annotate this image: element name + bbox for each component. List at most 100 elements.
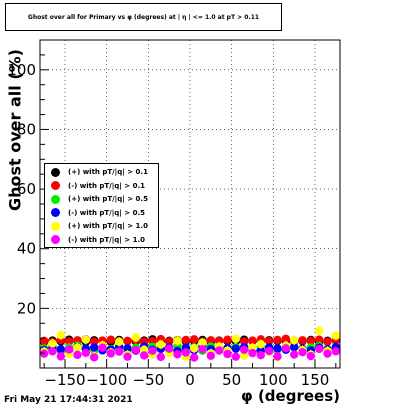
- legend-marker-icon: [51, 181, 60, 190]
- legend-marker-icon: [51, 208, 60, 217]
- data-point: [56, 345, 66, 354]
- data-point: [131, 345, 141, 355]
- legend-label: (-) with pT/|q| > 1.0: [68, 235, 145, 244]
- data-point: [273, 344, 282, 353]
- data-point: [323, 337, 332, 346]
- x-axis-label: φ (degrees): [241, 387, 340, 405]
- data-point: [198, 338, 207, 347]
- data-point: [73, 350, 82, 360]
- data-point: [89, 343, 99, 352]
- data-point: [164, 344, 174, 353]
- data-point: [139, 351, 149, 360]
- legend-marker-icon: [51, 194, 60, 204]
- data-point: [231, 344, 241, 353]
- data-point: [64, 337, 74, 346]
- data-point: [206, 336, 216, 345]
- data-markers: [39, 325, 341, 363]
- data-point: [314, 335, 324, 344]
- data-point: [289, 336, 299, 345]
- data-point: [256, 339, 266, 349]
- chart-title: Ghost over all for Primary vs φ (degrees…: [27, 13, 260, 21]
- y-tick-label: 80: [17, 120, 36, 138]
- data-point: [131, 333, 141, 342]
- legend-entry: (+) with pT/|q| > 1.0: [45, 220, 158, 232]
- axes: −150 −100 −50 0 50 100 150 20 40 60 80 100: [7, 54, 337, 389]
- x-tick-label: 50: [222, 371, 241, 389]
- x-tick-label: 100: [259, 371, 288, 389]
- x-tick-label: −150: [44, 371, 85, 389]
- data-point: [148, 346, 157, 355]
- data-point: [48, 339, 57, 348]
- chart-title-box: Ghost over all for Primary vs φ (degrees…: [5, 3, 282, 31]
- data-point: [156, 340, 166, 349]
- datestamp: Fri May 21 17:44:31 2021: [4, 395, 133, 405]
- data-point: [281, 344, 291, 353]
- legend-label: (-) with pT/|q| > 0.5: [68, 208, 145, 217]
- data-point: [81, 335, 91, 344]
- y-tick-label: 20: [17, 299, 36, 317]
- y-tick-label: 100: [7, 61, 36, 79]
- data-point: [214, 346, 224, 355]
- data-point: [39, 336, 49, 346]
- legend-marker-icon: [51, 221, 60, 231]
- data-point: [306, 336, 316, 346]
- data-point: [164, 337, 174, 346]
- legend-entry: (+) with pT/|q| > 0.5: [45, 193, 158, 205]
- y-axis-label-container: Ghost over all (%): [2, 49, 28, 211]
- y-axis-label: Ghost over all (%): [5, 49, 25, 211]
- data-point: [181, 335, 191, 345]
- legend-label: (+) with pT/|q| > 0.5: [68, 195, 148, 203]
- data-point: [123, 352, 132, 361]
- legend-entry: (+) with pT/|q| > 0.1: [45, 166, 158, 178]
- y-tick-label: 60: [17, 180, 36, 198]
- data-point: [331, 347, 341, 356]
- data-point: [89, 353, 99, 362]
- data-point: [189, 344, 199, 353]
- data-point: [231, 352, 241, 361]
- data-point: [314, 344, 324, 354]
- data-point: [256, 350, 266, 360]
- legend-marker-icon: [51, 235, 60, 244]
- data-point: [123, 336, 132, 346]
- data-point: [331, 331, 341, 340]
- legend-entry: (-) with pT/|q| > 0.5: [45, 207, 158, 219]
- data-point: [273, 335, 282, 345]
- data-point: [73, 343, 82, 352]
- data-point: [223, 349, 232, 359]
- data-point: [189, 335, 199, 344]
- data-point: [106, 349, 116, 358]
- data-point: [56, 331, 66, 340]
- legend-marker-icon: [51, 167, 60, 177]
- data-point: [106, 335, 116, 344]
- data-point: [248, 348, 257, 358]
- data-point: [264, 346, 274, 356]
- data-point: [181, 348, 191, 357]
- data-point: [114, 337, 124, 346]
- data-point: [223, 335, 232, 344]
- data-point: [98, 343, 107, 352]
- data-point: [114, 347, 124, 356]
- data-point: [248, 336, 257, 345]
- legend-label: (-) with pT/|q| > 0.1: [68, 181, 145, 190]
- data-point: [81, 348, 91, 357]
- data-point: [48, 347, 57, 356]
- data-point: [173, 350, 182, 359]
- x-tick-label: −50: [133, 371, 165, 389]
- data-point: [239, 345, 249, 355]
- data-point: [298, 347, 307, 357]
- legend-label: (+) with pT/|q| > 0.1: [68, 168, 148, 176]
- legend-entry: (-) with pT/|q| > 1.0: [45, 234, 158, 246]
- x-tick-label: 150: [301, 371, 330, 389]
- data-point: [39, 349, 49, 358]
- data-point: [198, 345, 207, 354]
- data-point: [206, 351, 216, 360]
- data-point: [189, 353, 199, 362]
- x-tick-label: −100: [86, 371, 127, 389]
- legend: (+) with pT/|q| > 0.1 (-) with pT/|q| > …: [44, 163, 159, 248]
- data-point: [289, 350, 299, 359]
- data-point: [123, 344, 132, 353]
- data-point: [323, 349, 332, 358]
- data-point: [306, 351, 316, 361]
- data-point: [64, 345, 74, 354]
